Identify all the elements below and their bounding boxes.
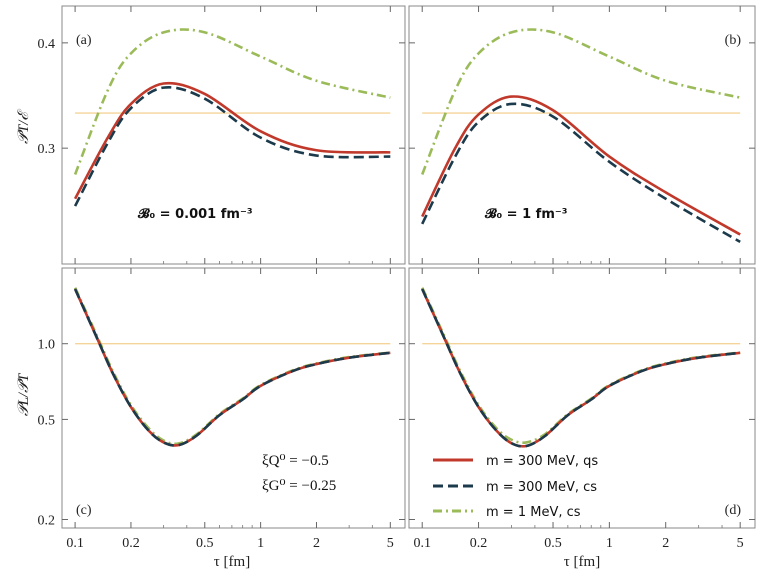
series-line-b-0	[421, 95, 741, 236]
panel-c: 0.1 0.2 0.5 1 2 5 0.2 0.5 1.0 (c)	[38, 267, 406, 551]
xi-q-note: ξQ⁰ = −0.5	[262, 453, 329, 469]
x-tick-label: 5	[387, 536, 394, 551]
panel-d: 0.1 0.2 0.5 1 2 5 (d)	[408, 267, 756, 551]
series-line-c-1	[73, 288, 391, 447]
legend-label-cs1: m = 1 MeV, cs	[486, 505, 581, 520]
panel-a: 0.3 0.4 (a)	[38, 5, 406, 265]
y-tick-label: 0.3	[38, 142, 56, 157]
ylabel-top: 𝒫T/ℰ	[16, 109, 32, 144]
series-line-d-0	[421, 288, 741, 448]
legend-label-cs300: m = 300 MeV, cs	[486, 480, 597, 495]
x-tick-label: 5	[737, 536, 744, 551]
y-tick-label: 0.4	[38, 37, 56, 52]
panel-frame-c	[61, 267, 406, 529]
x-tick-label: 0.2	[122, 536, 140, 551]
panel-frame-b	[408, 5, 756, 265]
panel-frame-d	[408, 267, 756, 529]
panel-frame-a	[61, 5, 406, 265]
series-line-b-1	[421, 102, 741, 244]
annotation-a: 𝓑₀ = 0.001 fm⁻³	[137, 207, 253, 222]
x-tick-label: 2	[313, 536, 320, 551]
x-tick-label: 0.5	[196, 536, 214, 551]
series-line-d-2	[421, 287, 741, 444]
panel-label-a: (a)	[76, 33, 92, 48]
xi-g-note: ξG⁰ = −0.25	[262, 478, 336, 494]
ylabel-bottom: 𝒫L/𝒫T	[16, 372, 32, 416]
legend-label-qs: m = 300 MeV, qs	[486, 454, 598, 469]
series-line-b-2	[420, 28, 741, 175]
x-tick-label: 1	[257, 536, 264, 551]
series-line-a-2	[73, 28, 391, 175]
panels-layer: 0.30.4 (a) (b)0.1 0.2 0.5 1 2 50.20.51.0(c)0.1 0…	[38, 5, 756, 551]
series-line-d-1	[421, 288, 741, 448]
x-tick-label: 0.1	[66, 536, 84, 551]
series-line-c-0	[73, 288, 391, 447]
y-tick-label: 0.5	[38, 413, 56, 428]
y-tick-label: 0.2	[38, 513, 56, 528]
legend: m = 300 MeV, qs m = 300 MeV, cs m = 1 Me…	[433, 454, 598, 520]
x-tick-label: 0.5	[544, 536, 562, 551]
y-tick-label: 1.0	[38, 338, 56, 353]
x-tick-label: 0.2	[470, 536, 488, 551]
x-tick-label: 1	[606, 536, 613, 551]
series-line-c-2	[73, 287, 391, 446]
panel-label-b: (b)	[725, 33, 742, 48]
annotation-b: 𝓑₀ = 1 fm⁻³	[484, 207, 567, 222]
x-tick-label: 0.1	[413, 536, 431, 551]
x-tick-label: 2	[662, 536, 669, 551]
series-line-a-0	[73, 81, 391, 200]
xlabel-right: τ [fm]	[564, 554, 600, 570]
panel-label-d: (d)	[725, 503, 742, 518]
panel-label-c: (c)	[76, 503, 92, 518]
xlabel-left: τ [fm]	[214, 554, 250, 570]
series-line-a-1	[73, 85, 391, 207]
panel-b: (b)	[408, 5, 756, 265]
